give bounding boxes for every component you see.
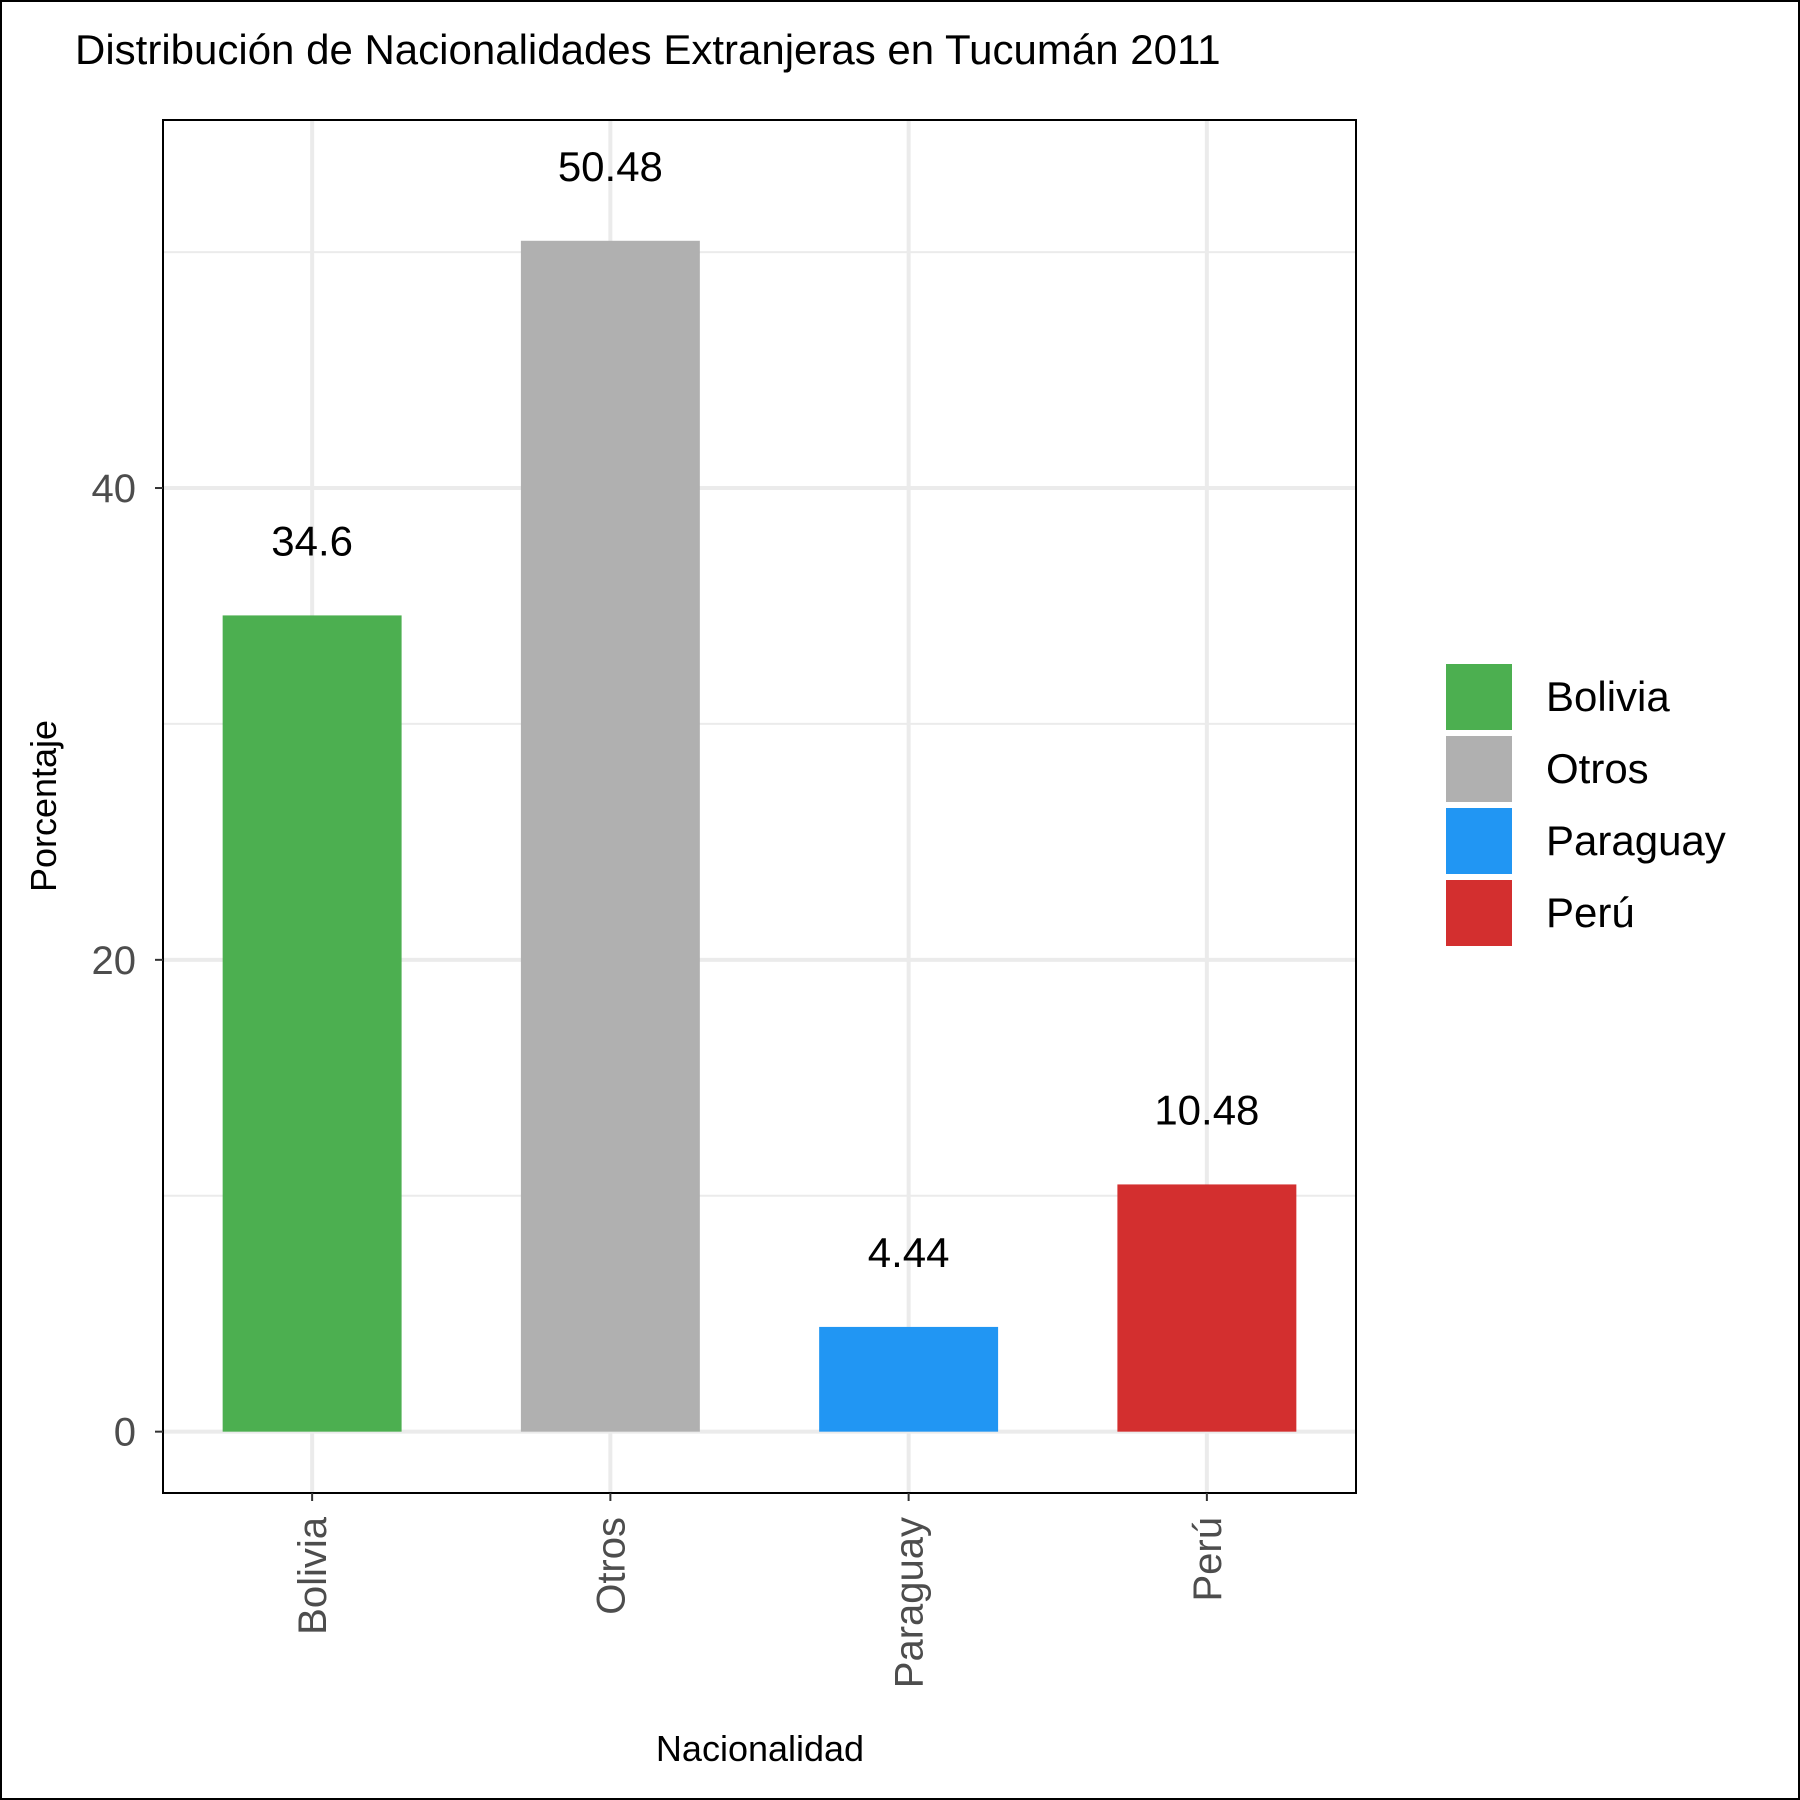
legend-label: Perú — [1546, 889, 1635, 936]
bar-otros — [520, 240, 700, 1432]
bar-bolivia — [222, 615, 402, 1432]
legend-swatch — [1446, 736, 1512, 802]
legend-swatch — [1446, 880, 1512, 946]
x-tick-label: Bolivia — [291, 1516, 335, 1635]
panel-border — [162, 119, 1357, 1494]
y-axis-ticks: 0 20 40 — [92, 467, 163, 1455]
x-tick-label: Paraguay — [888, 1517, 932, 1688]
legend-swatch — [1446, 808, 1512, 874]
legend-swatch — [1446, 664, 1512, 730]
x-axis-ticks: Bolivia Otros Paraguay Perú — [291, 1493, 1230, 1688]
bar-perú — [1117, 1184, 1297, 1432]
chart-title: Distribución de Nacionalidades Extranjer… — [75, 26, 1221, 73]
bars-layer — [222, 240, 1297, 1432]
value-labels-layer: 34.6 50.48 4.44 10.48 — [271, 143, 1259, 1276]
y-tick-label: 40 — [92, 467, 137, 511]
x-tick-label: Otros — [589, 1517, 633, 1615]
legend-label: Bolivia — [1546, 673, 1670, 720]
legend-label: Otros — [1546, 745, 1649, 792]
value-label: 4.44 — [868, 1229, 950, 1276]
x-axis-label: Nacionalidad — [656, 1728, 864, 1769]
legend-label: Paraguay — [1546, 817, 1726, 864]
y-axis-label: Porcentaje — [23, 720, 64, 892]
x-tick-label: Perú — [1186, 1517, 1230, 1602]
value-label: 50.48 — [558, 143, 663, 190]
value-label: 34.6 — [271, 517, 353, 564]
legend: Bolivia Otros Paraguay Perú — [1446, 664, 1726, 946]
y-tick-label: 0 — [114, 1411, 136, 1455]
bar-paraguay — [819, 1326, 999, 1432]
value-label: 10.48 — [1154, 1086, 1259, 1133]
y-tick-label: 20 — [92, 939, 137, 983]
